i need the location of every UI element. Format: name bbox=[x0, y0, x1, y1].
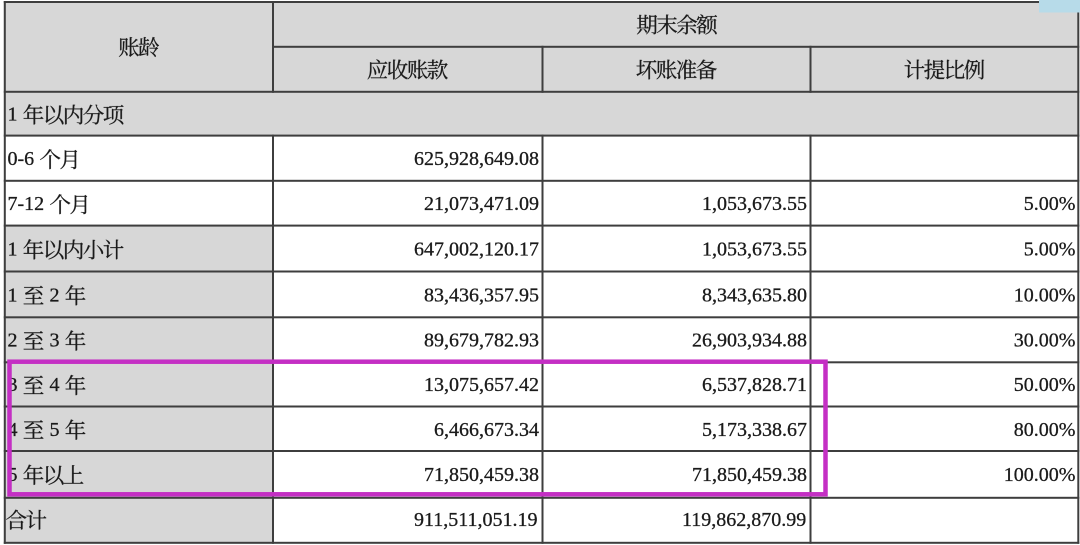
svg-text:5: 5 bbox=[50, 419, 60, 441]
svg-text:6,537,828.71: 6,537,828.71 bbox=[702, 374, 807, 396]
svg-text:80.00%: 80.00% bbox=[1014, 419, 1076, 441]
svg-text:5.00%: 5.00% bbox=[1024, 239, 1076, 261]
svg-text:50.00%: 50.00% bbox=[1014, 374, 1076, 396]
svg-text:6,466,673.34: 6,466,673.34 bbox=[434, 419, 539, 441]
svg-text:3: 3 bbox=[50, 330, 60, 352]
svg-text:911,511,051.19: 911,511,051.19 bbox=[414, 509, 538, 531]
svg-text:21,073,471.09: 21,073,471.09 bbox=[424, 193, 539, 215]
svg-text:30.00%: 30.00% bbox=[1014, 330, 1076, 352]
svg-text:2: 2 bbox=[50, 284, 60, 306]
svg-text:3: 3 bbox=[8, 374, 18, 396]
svg-text:119,862,870.99: 119,862,870.99 bbox=[682, 509, 806, 531]
svg-text:89,679,782.93: 89,679,782.93 bbox=[424, 330, 539, 352]
svg-text:647,002,120.17: 647,002,120.17 bbox=[414, 239, 539, 261]
svg-text:625,928,649.08: 625,928,649.08 bbox=[414, 148, 539, 170]
svg-text:7-12: 7-12 bbox=[8, 193, 45, 215]
svg-text:83,436,357.95: 83,436,357.95 bbox=[424, 284, 539, 306]
svg-text:0-6: 0-6 bbox=[8, 148, 35, 170]
svg-text:1: 1 bbox=[8, 104, 18, 126]
svg-text:8,343,635.80: 8,343,635.80 bbox=[702, 284, 807, 306]
svg-text:1,053,673.55: 1,053,673.55 bbox=[702, 239, 807, 261]
svg-text:71,850,459.38: 71,850,459.38 bbox=[424, 464, 539, 486]
svg-text:4: 4 bbox=[50, 374, 60, 396]
svg-text:5: 5 bbox=[8, 464, 18, 486]
svg-text:4: 4 bbox=[8, 419, 18, 441]
svg-text:1: 1 bbox=[8, 284, 18, 306]
svg-text:13,075,657.42: 13,075,657.42 bbox=[424, 374, 539, 396]
svg-text:2: 2 bbox=[8, 330, 18, 352]
svg-text:5.00%: 5.00% bbox=[1024, 193, 1076, 215]
svg-text:10.00%: 10.00% bbox=[1014, 284, 1076, 306]
svg-text:71,850,459.38: 71,850,459.38 bbox=[692, 464, 807, 486]
svg-text:5,173,338.67: 5,173,338.67 bbox=[702, 419, 807, 441]
svg-text:1: 1 bbox=[8, 239, 18, 261]
svg-text:1,053,673.55: 1,053,673.55 bbox=[702, 193, 807, 215]
svg-text:100.00%: 100.00% bbox=[1004, 464, 1076, 486]
svg-text:26,903,934.88: 26,903,934.88 bbox=[692, 330, 807, 352]
